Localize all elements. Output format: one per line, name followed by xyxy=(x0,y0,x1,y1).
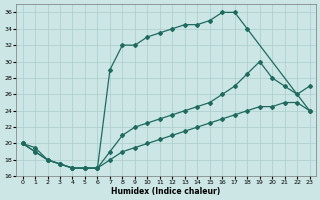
X-axis label: Humidex (Indice chaleur): Humidex (Indice chaleur) xyxy=(111,187,221,196)
